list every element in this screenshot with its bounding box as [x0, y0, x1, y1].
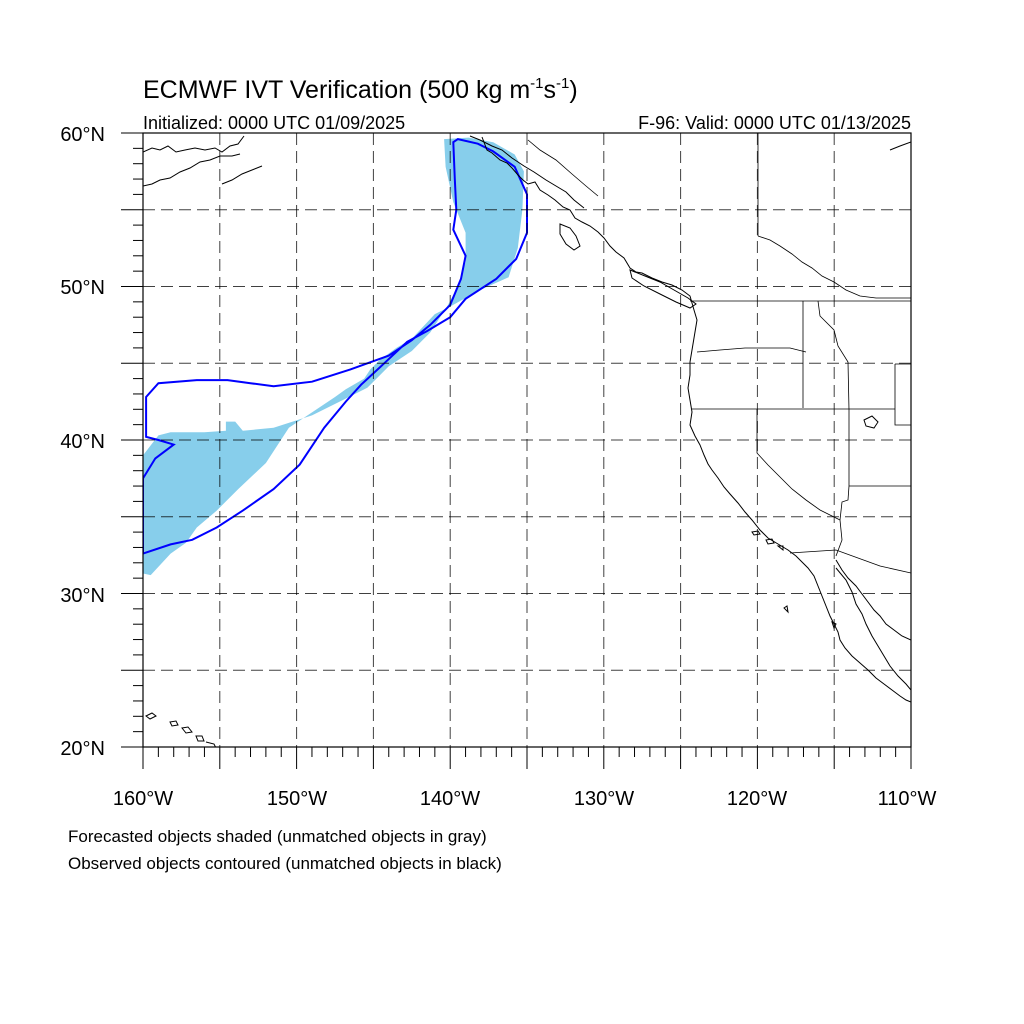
alaska-coastline [143, 135, 263, 187]
axis-ticks [121, 132, 912, 769]
us-mexico-border [789, 549, 911, 574]
lon-label-140w: 140°W [420, 788, 480, 810]
valid-time-label: F-96: Valid: 0000 UTC 01/13/2025 [638, 113, 911, 133]
lat-label-60n: 60°N [60, 124, 105, 146]
forecast-ivt-object [143, 137, 524, 576]
great-salt-lake [863, 415, 879, 429]
lat-label-40n: 40°N [60, 431, 105, 453]
lon-label-130w: 130°W [574, 788, 634, 810]
forecast-note: Forecasted objects shaded (unmatched obj… [68, 827, 487, 846]
lat-label-20n: 20°N [60, 738, 105, 760]
map-title: ECMWF IVT Verification (500 kg m-1s-1) [143, 75, 578, 104]
lat-label-30n: 30°N [60, 585, 105, 607]
observed-ivt-contour [143, 138, 528, 555]
nevada-border [756, 409, 841, 521]
washington-oregon-border [696, 347, 807, 353]
alaska-panhandle-coast [469, 135, 911, 209]
lon-label-150w: 150°W [267, 788, 327, 810]
mainland-mexico-coast [835, 567, 911, 691]
alaska-canada-border [527, 133, 759, 236]
hawaii-islands [145, 712, 217, 747]
observed-note: Observed objects contoured (unmatched ob… [68, 854, 502, 873]
channel-islands [751, 530, 837, 630]
vancouver-island [629, 269, 697, 309]
lat-label-50n: 50°N [60, 277, 105, 299]
lon-label-110w: 110°W [878, 788, 937, 810]
plot-area [143, 133, 911, 747]
lon-label-160w: 160°W [113, 788, 173, 810]
coastlines [143, 135, 911, 747]
canada-province-border [757, 235, 911, 299]
wyoming-utah-border [894, 363, 911, 426]
gulf-of-california-coast [835, 559, 911, 641]
idaho-border [802, 300, 850, 411]
init-time-label: Initialized: 0000 UTC 01/09/2025 [143, 113, 405, 133]
political-borders [527, 133, 911, 574]
arizona-border [835, 410, 911, 557]
haida-gwaii-island [559, 223, 581, 251]
lon-label-120w: 120°W [727, 788, 787, 810]
graticule [143, 133, 911, 747]
north-america-coastline [481, 136, 911, 703]
